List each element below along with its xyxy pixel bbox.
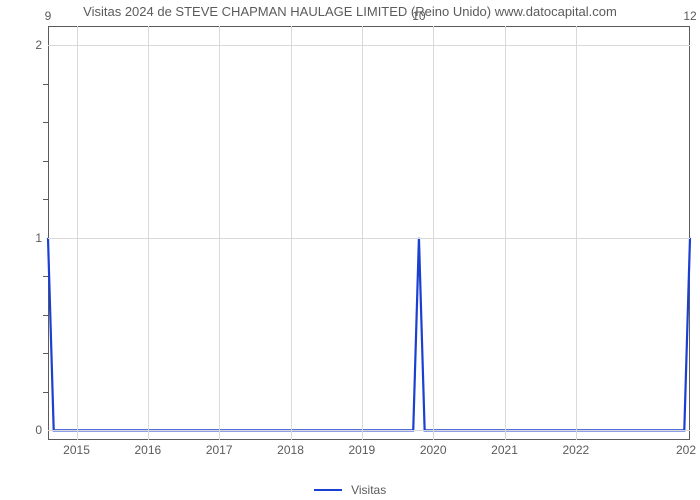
- y-axis-tick-label: 1: [35, 231, 48, 245]
- y-axis-tick-label: 0: [35, 423, 48, 437]
- legend: Visitas: [0, 482, 700, 497]
- x-axis-tick-label: 2016: [135, 440, 162, 457]
- x-axis-tick-label: 2021: [491, 440, 518, 457]
- x-axis-tick-label: 2018: [277, 440, 304, 457]
- legend-swatch: [314, 489, 342, 491]
- line-series-svg: [48, 26, 690, 440]
- chart-container: Visitas 2024 de STEVE CHAPMAN HAULAGE LI…: [0, 0, 700, 500]
- y-axis-tick-label: 2: [35, 38, 48, 52]
- x-axis-tick-label-truncated: 202: [676, 440, 696, 457]
- x-axis-tick-label: 2017: [206, 440, 233, 457]
- series-line: [48, 238, 690, 431]
- y-axis-minor-tick: [43, 199, 48, 200]
- y-axis-minor-tick: [43, 392, 48, 393]
- y-axis-minor-tick: [43, 161, 48, 162]
- chart-title: Visitas 2024 de STEVE CHAPMAN HAULAGE LI…: [0, 4, 700, 19]
- x-axis-top-callout: 12: [683, 9, 696, 26]
- y-axis-minor-tick: [43, 84, 48, 85]
- x-axis-tick-label: 2022: [563, 440, 590, 457]
- x-axis-tick-label: 2020: [420, 440, 447, 457]
- x-axis-top-callout: 9: [45, 9, 52, 26]
- y-axis-minor-tick: [43, 315, 48, 316]
- x-axis-tick-label: 2019: [349, 440, 376, 457]
- x-axis-top-callout: 10: [412, 9, 425, 26]
- y-axis-minor-tick: [43, 122, 48, 123]
- y-axis-minor-tick: [43, 276, 48, 277]
- legend-label: Visitas: [345, 483, 386, 497]
- x-axis-tick-label: 2015: [63, 440, 90, 457]
- plot-area: 0122015201620172018201920202021202291012…: [48, 26, 690, 440]
- y-axis-minor-tick: [43, 353, 48, 354]
